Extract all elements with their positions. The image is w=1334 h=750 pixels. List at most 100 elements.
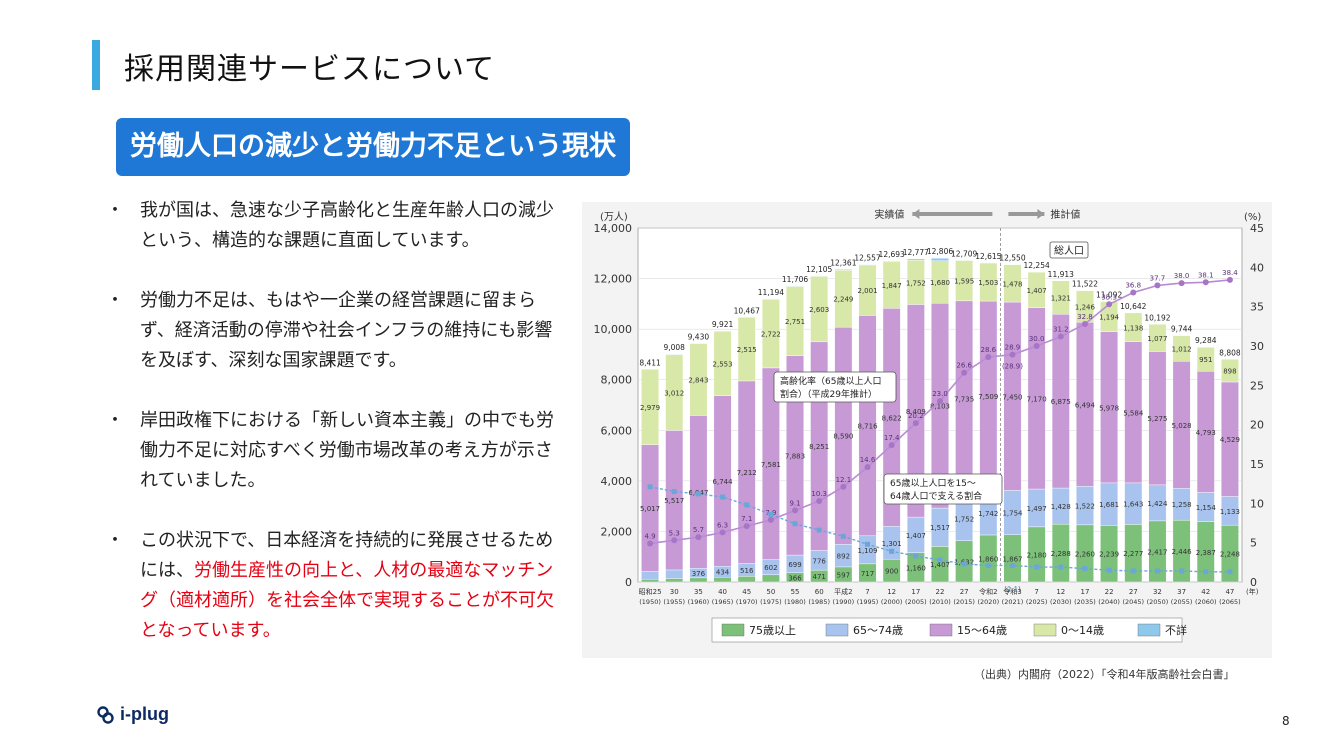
support-ratio-point [647, 484, 653, 490]
bar-value-label: 7,509 [978, 393, 998, 401]
section-heading: 労働人口の減少と労働力不足という現状 [116, 118, 630, 176]
bar-value-label: 471 [813, 573, 826, 581]
x-tick-year: (2015) [953, 598, 975, 606]
support-ratio-point [1034, 564, 1040, 570]
legend-label: 不詳 [1165, 623, 1187, 637]
aging-rate-point [792, 507, 799, 514]
bar-segment [906, 258, 925, 261]
y-tick-label-left: 2,000 [601, 525, 633, 538]
bar-value-label: 2,553 [713, 360, 733, 368]
bar-value-label: 597 [837, 571, 850, 579]
x-tick-label: 12 [887, 588, 896, 596]
bar-segment [1148, 324, 1167, 352]
page-number: 8 [1282, 714, 1290, 728]
bar-segment [1172, 335, 1191, 362]
total-label: 12,550 [999, 254, 1025, 263]
aging-rate-label: 38.0 [1174, 272, 1190, 280]
legend-label: 15～64歳 [957, 624, 1007, 637]
y-tick-label-left: 14,000 [594, 222, 633, 235]
bar-value-label: 7,735 [954, 396, 974, 404]
total-label: 12,105 [806, 265, 832, 274]
x-tick-label: 平成2 [834, 587, 852, 596]
aging-rate-point [695, 534, 702, 541]
support-ratio-point [1106, 567, 1112, 573]
bar-value-label: 1,407 [930, 561, 950, 569]
bar-value-label: 1,478 [1002, 280, 1022, 288]
bar-value-label: 3,012 [664, 389, 684, 397]
x-tick-label: 昭和25 [639, 587, 662, 596]
bar-value-label: 1,595 [954, 278, 974, 286]
bar-value-label: 1,077 [1147, 335, 1167, 343]
bar-value-label: 1,428 [1051, 503, 1071, 511]
aging-rate-label: 38.1 [1198, 271, 1214, 279]
support-ratio-point [816, 527, 822, 533]
aging-rate-2021-note: (28.9) [1002, 363, 1023, 371]
bar-value-label: 2,249 [833, 296, 853, 304]
bar-value-label: 1,424 [1147, 500, 1168, 508]
support-ratio-point [961, 561, 967, 567]
support-ratio-point [1154, 568, 1160, 574]
x-tick-label: 50 [766, 588, 775, 596]
x-tick-year: (1990) [833, 598, 855, 606]
bar-value-label: 6,494 [1075, 401, 1096, 409]
x-tick-year: (1955) [663, 598, 685, 606]
bar-value-label: 1,301 [882, 540, 902, 548]
bar-segment [641, 369, 659, 445]
support-ratio-point [792, 521, 798, 527]
title-accent-bar [92, 40, 100, 90]
support-ratio-2021-note: (2.1) [1004, 585, 1021, 593]
bullet-list: 我が国は、急速な少子高齢化と生産年齢人口の減少という、構造的な課題に直面していま… [100, 196, 570, 676]
bar-value-label: 1,154 [1196, 504, 1217, 512]
aging-rate-point [864, 464, 871, 471]
aging-rate-point [1081, 320, 1088, 327]
x-tick-year: (2050) [1147, 598, 1169, 606]
x-tick-label: 32 [1153, 588, 1162, 596]
bar-value-label: 1,517 [930, 524, 950, 532]
y-tick-label-right: 10 [1250, 497, 1264, 510]
bar-value-label: 2,288 [1051, 550, 1071, 558]
aging-rate-label: 38.4 [1222, 269, 1238, 277]
bar-value-label: 1,321 [1051, 294, 1071, 302]
legend-swatch [721, 623, 745, 637]
x-tick-year: (2021) [1002, 598, 1024, 606]
bar-value-label: 2,843 [688, 376, 708, 384]
bar-value-label: 2,180 [1027, 551, 1047, 559]
bar-value-label: 2,515 [737, 346, 757, 354]
y-tick-label-left: 8,000 [601, 374, 633, 387]
x-tick-year: (1960) [688, 598, 710, 606]
support-ratio-point [889, 548, 895, 554]
total-label: 9,008 [663, 343, 685, 352]
company-logo: i-plug [96, 704, 169, 725]
x-tick-label: 42 [1201, 588, 1210, 596]
aging-rate-label: 14.6 [860, 456, 876, 464]
x-tick-label: 17 [1080, 588, 1089, 596]
bar-value-label: 8,103 [930, 403, 950, 411]
x-tick-year: (2030) [1050, 598, 1072, 606]
aging-rate-point [647, 540, 654, 547]
x-tick-year: (2055) [1171, 598, 1193, 606]
bar-value-label: 6,744 [713, 478, 734, 486]
x-tick-label: 30 [670, 588, 679, 596]
aging-rate-label: 5.7 [693, 526, 704, 534]
legend-swatch [929, 623, 953, 637]
total-label: 9,430 [688, 333, 710, 342]
bar-value-label: 4,529 [1220, 436, 1240, 444]
bar-value-label: 8,251 [809, 443, 829, 451]
aging-rate-label: 9.1 [789, 499, 800, 507]
bar-value-label: 2,417 [1147, 548, 1167, 556]
bar-value-label: 366 [788, 574, 802, 582]
bar-segment [786, 285, 804, 287]
x-tick-year: (2045) [1122, 598, 1144, 606]
bar-value-label: 1,133 [1220, 508, 1240, 516]
bar-value-label: 1,680 [930, 279, 950, 287]
total-label: 12,806 [927, 247, 953, 256]
bar-value-label: 2,260 [1075, 550, 1095, 558]
bar-value-label: 1,497 [1027, 505, 1047, 513]
aging-rate-point [937, 398, 943, 405]
bar-value-label: 7,883 [785, 452, 805, 460]
x-tick-label: 17 [911, 588, 920, 596]
y-tick-label-right: 40 [1250, 261, 1264, 274]
bar-value-label: 1,407 [906, 532, 926, 540]
y-tick-label-right: 15 [1250, 458, 1264, 471]
bar-value-label: 7,581 [761, 461, 781, 469]
